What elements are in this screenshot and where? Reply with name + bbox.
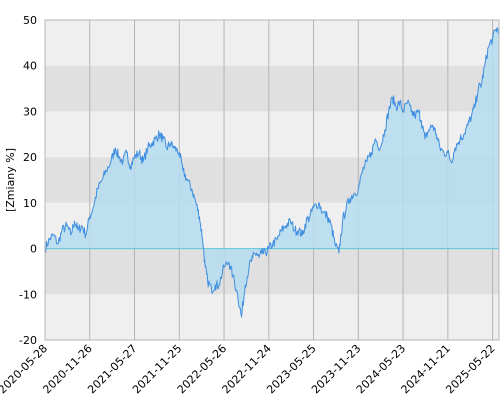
band bbox=[45, 294, 499, 340]
plot-frame bbox=[44, 19, 500, 341]
y-axis-title: [Zmiany %] bbox=[4, 148, 17, 212]
y-tick-label: -10 bbox=[19, 288, 37, 301]
series-line bbox=[44, 27, 500, 318]
y-tick-label: -20 bbox=[19, 334, 37, 347]
y-tick-label: 10 bbox=[23, 197, 37, 210]
y-tick-labels: -20 -10 0 10 20 30 40 50 bbox=[19, 14, 37, 347]
y-tick-label: 50 bbox=[23, 14, 37, 27]
y-tick-label: 40 bbox=[23, 60, 37, 73]
band bbox=[45, 248, 499, 295]
y-tick-label: 20 bbox=[23, 151, 37, 164]
x-tick-labels: 2020-05-282020-11-262021-05-272021-11-25… bbox=[0, 342, 498, 396]
series-area bbox=[45, 27, 499, 318]
y-tick-label: 30 bbox=[23, 105, 37, 118]
band bbox=[45, 20, 499, 66]
band bbox=[45, 65, 499, 112]
y-tick-label: 0 bbox=[30, 243, 37, 256]
